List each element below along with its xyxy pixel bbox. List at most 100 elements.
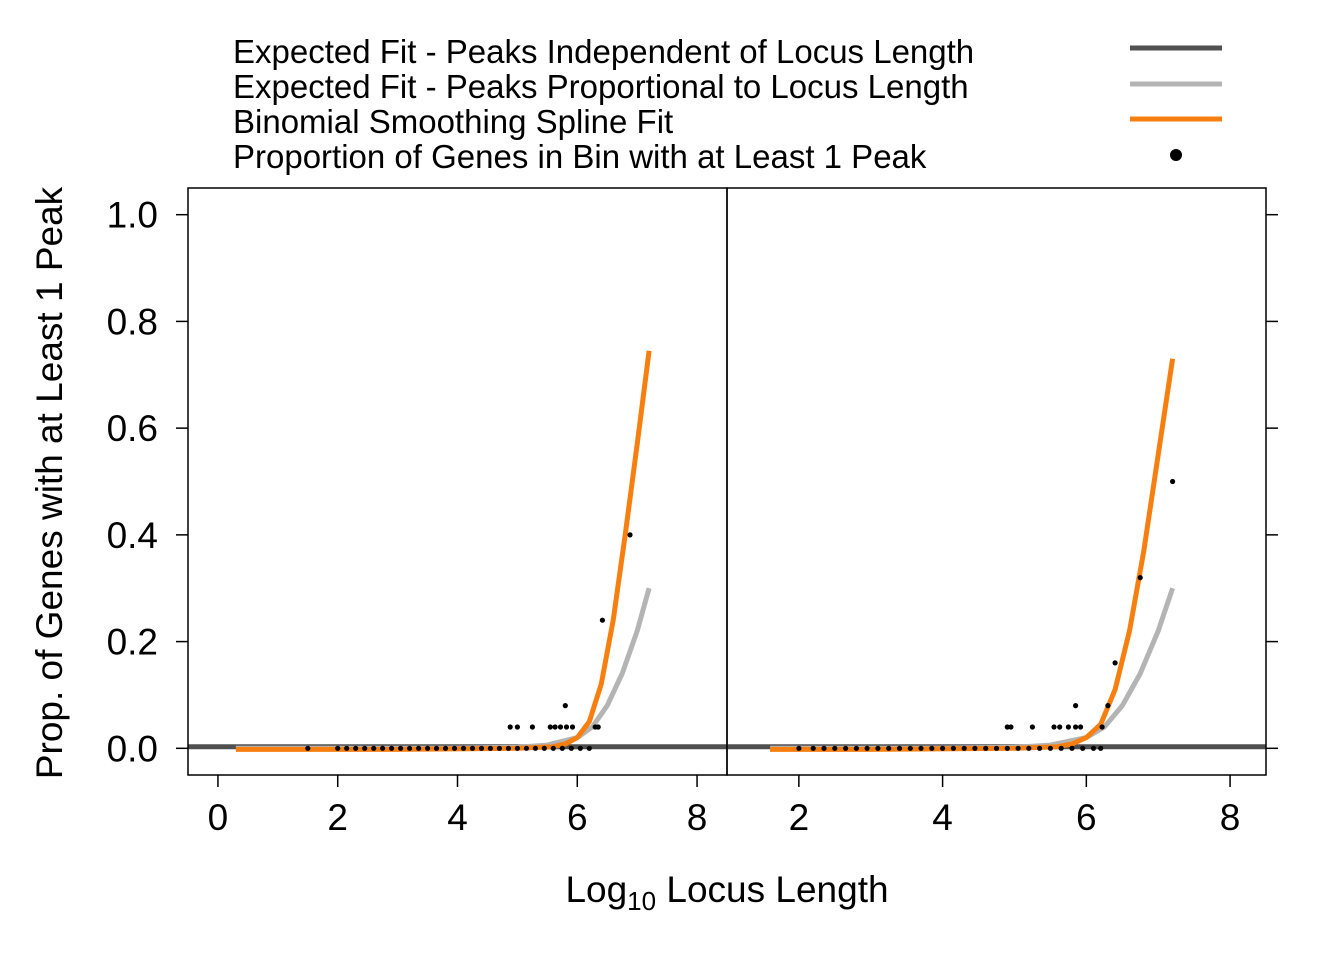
series-line-proportional bbox=[770, 587, 1175, 751]
data-point bbox=[460, 745, 467, 751]
x-tick-label: 2 bbox=[789, 797, 810, 838]
y-axis-label: Prop. of Genes with at Least 1 Peak bbox=[29, 186, 70, 779]
data-point bbox=[796, 745, 802, 751]
data-point bbox=[478, 745, 485, 751]
panel-frame bbox=[726, 187, 1267, 776]
legend-swatch-point bbox=[1170, 149, 1182, 161]
x-tick-label: 0 bbox=[208, 797, 229, 838]
data-point bbox=[595, 724, 601, 730]
data-point bbox=[557, 724, 564, 730]
data-point bbox=[305, 745, 311, 751]
data-point bbox=[1051, 724, 1057, 730]
panel-plot-area bbox=[188, 350, 727, 752]
data-point bbox=[1004, 724, 1010, 730]
legend: Expected Fit - Peaks Independent of Locu… bbox=[233, 33, 1222, 175]
data-point bbox=[1080, 745, 1086, 751]
data-point bbox=[496, 745, 502, 751]
series-line-spline bbox=[235, 350, 652, 752]
data-point bbox=[896, 745, 903, 751]
data-point bbox=[961, 745, 967, 751]
data-point bbox=[1137, 575, 1143, 581]
panel-left: 0 2 4 6 8 bbox=[187, 187, 728, 838]
y-tick-label: 0.6 bbox=[107, 408, 158, 449]
data-point bbox=[864, 745, 870, 751]
data-point bbox=[425, 745, 431, 751]
data-point bbox=[398, 745, 404, 751]
data-point bbox=[552, 724, 558, 730]
data-point bbox=[529, 724, 536, 730]
data-point bbox=[1105, 703, 1111, 709]
panel-right: 2 4 6 8 bbox=[726, 187, 1267, 838]
data-point bbox=[559, 745, 565, 751]
y-tick-label: 0.0 bbox=[107, 728, 158, 769]
data-point bbox=[821, 745, 827, 751]
data-point bbox=[451, 745, 458, 751]
data-point bbox=[1029, 724, 1035, 730]
data-point bbox=[344, 745, 350, 751]
data-point bbox=[514, 745, 521, 751]
data-point bbox=[1058, 745, 1064, 751]
data-point bbox=[563, 724, 570, 730]
panel-frame bbox=[187, 187, 728, 776]
y-tick-label: 0.8 bbox=[107, 301, 158, 342]
data-point bbox=[627, 532, 633, 538]
data-point bbox=[1065, 724, 1071, 730]
x-tick-label: 4 bbox=[447, 797, 468, 838]
x-axis-label: Log10 Locus Length bbox=[565, 869, 888, 916]
data-point bbox=[1008, 724, 1014, 730]
series-line-spline bbox=[770, 358, 1176, 752]
data-point bbox=[940, 745, 946, 751]
data-point bbox=[1099, 724, 1105, 730]
data-point bbox=[886, 745, 892, 751]
data-point bbox=[433, 745, 440, 751]
data-point bbox=[810, 745, 816, 751]
data-point bbox=[1090, 745, 1097, 751]
data-point bbox=[577, 745, 583, 751]
data-point bbox=[523, 745, 530, 751]
data-point bbox=[853, 745, 860, 751]
data-point bbox=[532, 745, 539, 751]
data-point bbox=[389, 745, 395, 751]
data-point bbox=[362, 745, 368, 751]
data-point bbox=[1004, 745, 1010, 751]
data-point bbox=[1015, 745, 1021, 751]
x-tick-label: 6 bbox=[1076, 797, 1097, 838]
data-point bbox=[514, 724, 521, 730]
data-point bbox=[993, 745, 1000, 751]
data-point bbox=[568, 745, 574, 751]
x-axis-label-rest: Locus Length bbox=[656, 869, 888, 910]
data-point bbox=[1112, 660, 1118, 666]
data-point bbox=[505, 745, 511, 751]
data-point bbox=[599, 617, 606, 623]
y-tick-label: 1.0 bbox=[107, 195, 158, 236]
data-point bbox=[1069, 745, 1075, 751]
data-point bbox=[371, 745, 377, 751]
data-point bbox=[929, 745, 935, 751]
legend-label-independent: Expected Fit - Peaks Independent of Locu… bbox=[233, 33, 974, 70]
data-point bbox=[380, 745, 386, 751]
legend-label-points: Proportion of Genes in Bin with at Least… bbox=[233, 138, 927, 175]
x-tick-label: 6 bbox=[567, 797, 588, 838]
data-point bbox=[416, 745, 422, 751]
data-point bbox=[1057, 724, 1063, 730]
data-point bbox=[487, 745, 493, 751]
data-point bbox=[950, 745, 957, 751]
data-point bbox=[1073, 724, 1079, 730]
data-point bbox=[1026, 745, 1032, 751]
data-point bbox=[832, 745, 838, 751]
data-point bbox=[442, 745, 449, 751]
data-point bbox=[407, 745, 413, 751]
x-axis-label-subscript: 10 bbox=[627, 886, 656, 916]
data-point bbox=[843, 745, 849, 751]
data-point bbox=[907, 745, 913, 751]
data-point bbox=[586, 745, 592, 751]
data-point bbox=[1170, 478, 1176, 485]
data-point bbox=[972, 745, 978, 751]
y-tick-label: 0.4 bbox=[107, 515, 158, 556]
data-point bbox=[469, 745, 476, 751]
data-point bbox=[353, 745, 359, 751]
data-point bbox=[507, 724, 513, 730]
x-tick-label: 2 bbox=[327, 797, 348, 838]
x-tick-label: 8 bbox=[687, 797, 708, 838]
